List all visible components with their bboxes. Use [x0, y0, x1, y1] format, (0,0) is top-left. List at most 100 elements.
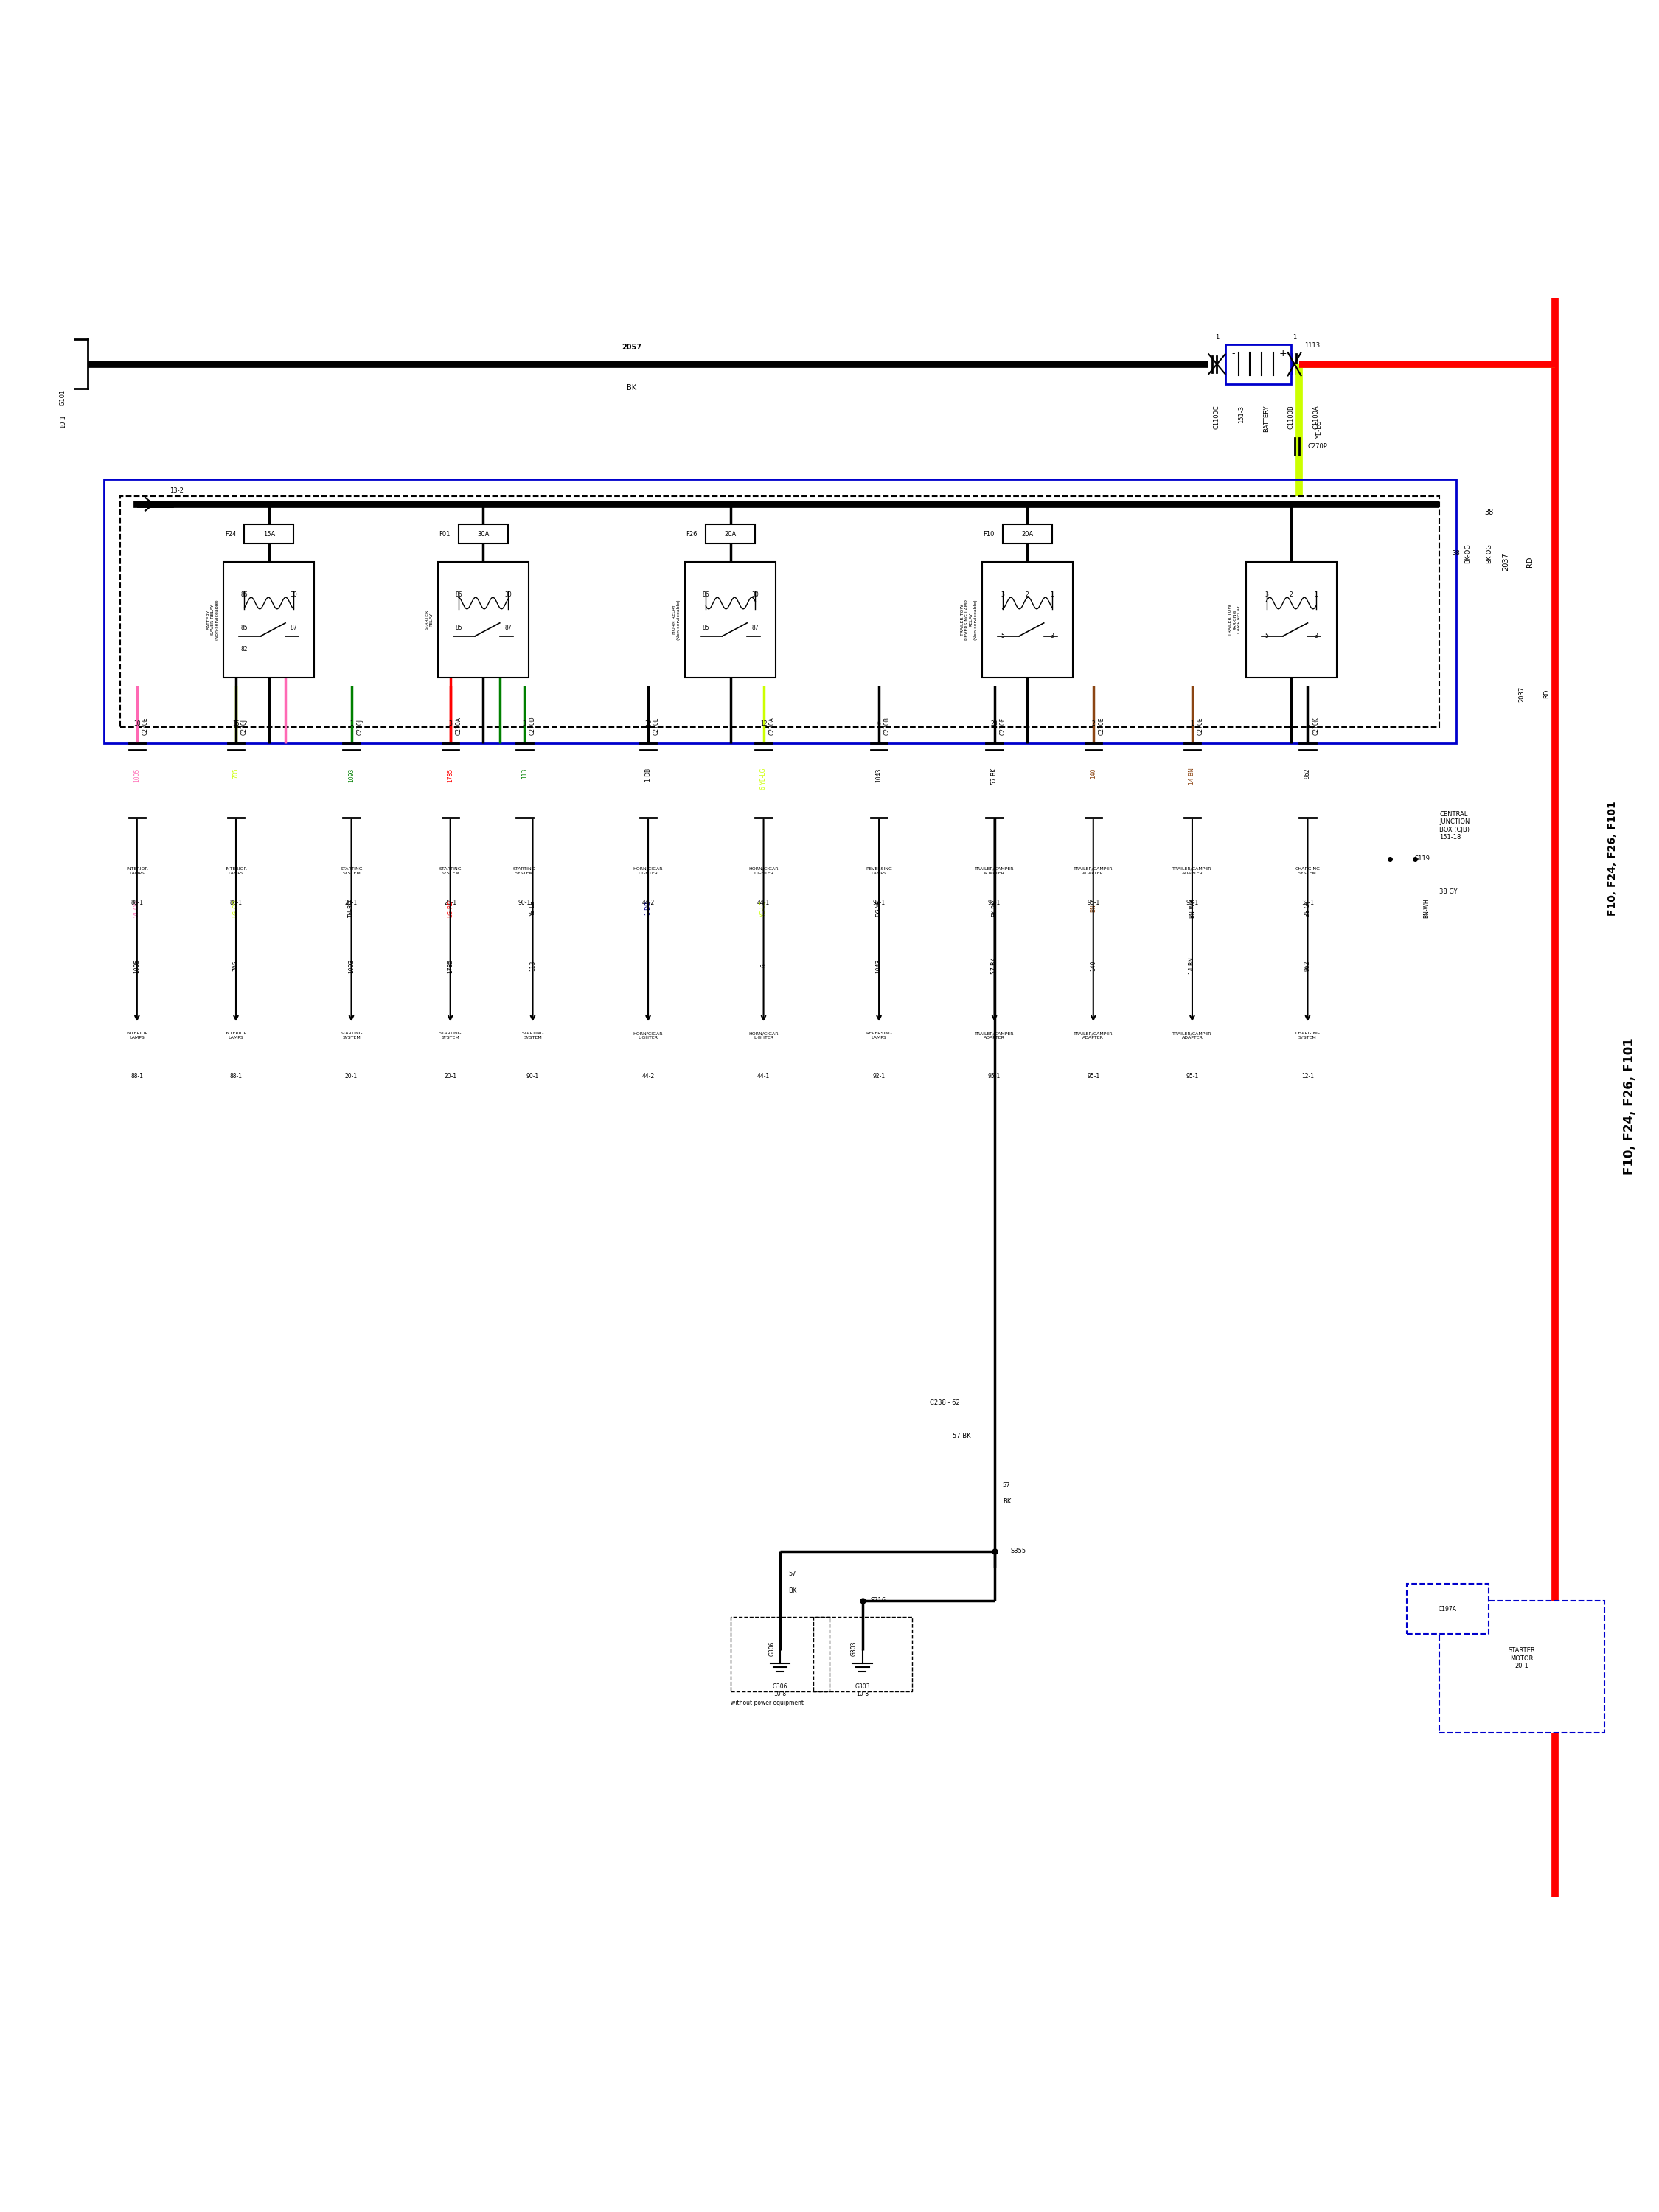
- Text: STARTING
SYSTEM: STARTING SYSTEM: [513, 867, 536, 876]
- Text: G303: G303: [851, 1641, 858, 1657]
- Text: 38 GY: 38 GY: [1304, 900, 1311, 916]
- Bar: [224, 562, 314, 677]
- Text: 86: 86: [455, 591, 463, 597]
- Text: 10-1: 10-1: [60, 416, 66, 429]
- Text: 1785: 1785: [446, 958, 453, 973]
- Bar: [438, 562, 529, 677]
- Text: 13-2: 13-2: [169, 487, 184, 493]
- Text: LG-OG: LG-OG: [232, 898, 239, 918]
- Text: BK-OG: BK-OG: [1486, 544, 1493, 564]
- Text: S355: S355: [1010, 1548, 1027, 1555]
- Text: TRAILER/CAMPER
ADAPTER: TRAILER/CAMPER ADAPTER: [1173, 1031, 1213, 1040]
- Text: 3: 3: [1314, 633, 1317, 639]
- Text: BK: BK: [627, 385, 637, 392]
- Text: TRAILER/CAMPER
ADAPTER: TRAILER/CAMPER ADAPTER: [1173, 867, 1213, 876]
- Text: C270E: C270E: [1098, 717, 1105, 734]
- Text: HORN/CIGAR
LIGHTER: HORN/CIGAR LIGHTER: [748, 1031, 778, 1040]
- Text: INTERIOR
LAMPS: INTERIOR LAMPS: [126, 1031, 148, 1040]
- Text: 88-1: 88-1: [229, 900, 242, 907]
- Text: C270D: C270D: [529, 717, 536, 734]
- Text: C270J: C270J: [357, 719, 363, 734]
- Text: F26: F26: [687, 531, 697, 538]
- Text: 90-1: 90-1: [518, 900, 531, 907]
- Text: C270A: C270A: [455, 717, 461, 734]
- Text: C270A: C270A: [768, 717, 775, 734]
- Text: 87: 87: [752, 624, 758, 630]
- Text: 1093: 1093: [348, 958, 355, 973]
- Text: 38: 38: [1452, 551, 1460, 557]
- Text: STARTING
SYSTEM: STARTING SYSTEM: [440, 867, 461, 876]
- Text: HORN/CIGAR
LIGHTER: HORN/CIGAR LIGHTER: [748, 867, 778, 876]
- Text: 140: 140: [1090, 768, 1097, 779]
- Text: 2057: 2057: [622, 343, 642, 352]
- Text: 15A: 15A: [262, 531, 275, 538]
- Text: 113: 113: [521, 768, 528, 779]
- Text: INTERIOR
LAMPS: INTERIOR LAMPS: [226, 1031, 247, 1040]
- Text: 57 BK: 57 BK: [952, 1433, 971, 1440]
- Text: BN-WH: BN-WH: [1190, 898, 1196, 918]
- Text: 3: 3: [1000, 591, 1004, 597]
- Text: BK-OG: BK-OG: [1465, 544, 1472, 564]
- Text: 38: 38: [1485, 509, 1493, 515]
- Text: STARTING
SYSTEM: STARTING SYSTEM: [440, 1031, 461, 1040]
- Text: 140: 140: [1090, 960, 1097, 971]
- Bar: [1002, 524, 1052, 544]
- Text: STARTING
SYSTEM: STARTING SYSTEM: [340, 1031, 363, 1040]
- Text: 1093: 1093: [348, 768, 355, 783]
- Text: TRAILER/CAMPER
ADAPTER: TRAILER/CAMPER ADAPTER: [1073, 1031, 1113, 1040]
- Bar: [730, 1617, 830, 1692]
- Text: 88-1: 88-1: [229, 1073, 242, 1079]
- Text: 1: 1: [350, 721, 353, 728]
- Text: F10: F10: [984, 531, 994, 538]
- Text: VT-OG: VT-OG: [134, 900, 141, 918]
- Text: 1: 1: [1292, 334, 1296, 341]
- Text: TRAILER TOW
REVERSING LAMP
RELAY
(Non-serviceable): TRAILER TOW REVERSING LAMP RELAY (Non-se…: [961, 599, 977, 639]
- Text: BATTERY: BATTERY: [1262, 405, 1269, 431]
- Text: RD: RD: [1543, 690, 1550, 699]
- Text: 705: 705: [232, 960, 239, 971]
- Text: G303
10-8: G303 10-8: [854, 1683, 869, 1697]
- Text: 20-1: 20-1: [345, 900, 358, 907]
- Text: 1 DB: 1 DB: [645, 768, 652, 781]
- Text: 20A: 20A: [725, 531, 737, 538]
- Text: 20A: 20A: [1022, 531, 1034, 538]
- Text: 95-1: 95-1: [989, 900, 1000, 907]
- Text: 3: 3: [523, 721, 526, 728]
- Bar: [813, 1617, 912, 1692]
- Text: without power equipment: without power equipment: [730, 1699, 803, 1705]
- Text: 151-3: 151-3: [1238, 405, 1244, 422]
- Text: 44-1: 44-1: [757, 1073, 770, 1079]
- Text: BATTERY
SAVER RELAY
(Non-serviceable): BATTERY SAVER RELAY (Non-serviceable): [206, 599, 219, 639]
- Text: YE-LG: YE-LG: [1316, 420, 1322, 438]
- Bar: [1440, 1601, 1604, 1732]
- Text: STARTER
RELAY: STARTER RELAY: [425, 611, 433, 630]
- Text: 12-1: 12-1: [1301, 900, 1314, 907]
- Text: 44-1: 44-1: [757, 900, 770, 907]
- Text: REVERSING
LAMPS: REVERSING LAMPS: [866, 1031, 893, 1040]
- Text: C1100C: C1100C: [1214, 405, 1221, 429]
- Text: 14 BN: 14 BN: [1190, 768, 1196, 785]
- Text: 1: 1: [1314, 591, 1317, 597]
- Text: 1: 1: [1191, 721, 1194, 728]
- Text: 95-1: 95-1: [1087, 1073, 1100, 1079]
- Text: C1100B: C1100B: [1287, 405, 1294, 429]
- Text: TRAILER/CAMPER
ADAPTER: TRAILER/CAMPER ADAPTER: [974, 1031, 1014, 1040]
- Text: C270F: C270F: [999, 717, 1005, 734]
- Text: HORN/CIGAR
LIGHTER: HORN/CIGAR LIGHTER: [634, 867, 664, 876]
- Text: TN-RD: TN-RD: [348, 898, 355, 918]
- Text: 113: 113: [529, 960, 536, 971]
- Text: 30: 30: [504, 591, 511, 597]
- Text: G306
10-8: G306 10-8: [773, 1683, 788, 1697]
- Text: 10: 10: [133, 721, 141, 728]
- Text: 6 YE-LG: 6 YE-LG: [760, 768, 766, 790]
- Text: 962: 962: [1304, 960, 1311, 971]
- Bar: [982, 562, 1073, 677]
- Text: 2: 2: [1289, 591, 1292, 597]
- Text: G306: G306: [768, 1641, 775, 1657]
- Text: C270E: C270E: [654, 717, 660, 734]
- Bar: [705, 524, 755, 544]
- Text: 5: 5: [1264, 633, 1267, 639]
- Text: 57 BK: 57 BK: [990, 768, 997, 785]
- Text: CHARGING
SYSTEM: CHARGING SYSTEM: [1296, 1031, 1321, 1040]
- Text: 6: 6: [760, 964, 766, 967]
